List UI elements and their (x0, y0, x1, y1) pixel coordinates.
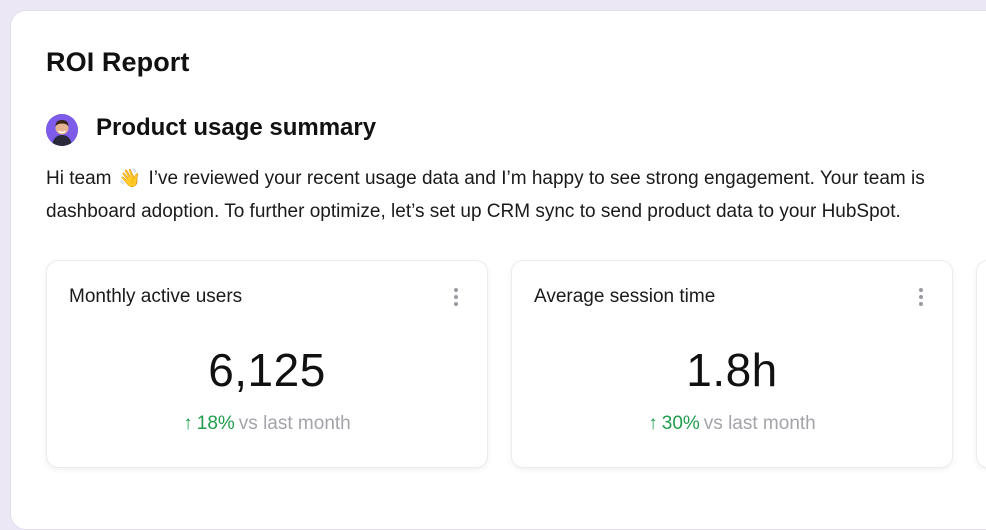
metric-delta: ↑ 18% vs last month (47, 413, 487, 435)
metric-card-average-session-time: Average session time 1.8h ↑ 30% vs last mo… (511, 260, 953, 468)
message-line-1-text: I’ve reviewed your recent usage data and… (148, 168, 925, 189)
delta-percent: 18% (196, 413, 235, 434)
summary-message: Hi team 👋 I’ve reviewed your recent usag… (46, 162, 986, 228)
summary-title: Product usage summary (96, 114, 377, 141)
avatar (46, 114, 78, 146)
metric-label: Average session time (534, 286, 716, 307)
waving-hand-icon: 👋 (118, 168, 142, 188)
metric-value: 6,125 (208, 344, 326, 396)
metric-card-monthly-active-users: Monthly active users 6,125 ↑ 18% vs last m… (46, 260, 488, 468)
metric-label: Monthly active users (69, 286, 243, 307)
metric-card-partial (976, 260, 986, 468)
page-title: ROI Report (46, 47, 190, 77)
more-options-icon[interactable] (918, 288, 924, 306)
user-avatar-icon (46, 114, 78, 146)
metric-delta: ↑ 30% vs last month (512, 413, 952, 435)
metric-value: 1.8h (686, 344, 778, 396)
delta-compare-text: vs last month (238, 413, 351, 434)
delta-compare-text: vs last month (703, 413, 816, 434)
delta-percent: 30% (661, 413, 700, 434)
roi-report-panel: ROI Report Product usage summary Hi team… (10, 10, 986, 530)
message-line-2: dashboard adoption. To further optimize,… (46, 201, 901, 222)
arrow-up-icon: ↑ (183, 413, 193, 434)
message-line-1: Hi team 👋 I’ve reviewed your recent usag… (46, 162, 986, 195)
arrow-up-icon: ↑ (648, 413, 658, 434)
more-options-icon[interactable] (453, 288, 459, 306)
message-greeting: Hi team (46, 168, 112, 189)
